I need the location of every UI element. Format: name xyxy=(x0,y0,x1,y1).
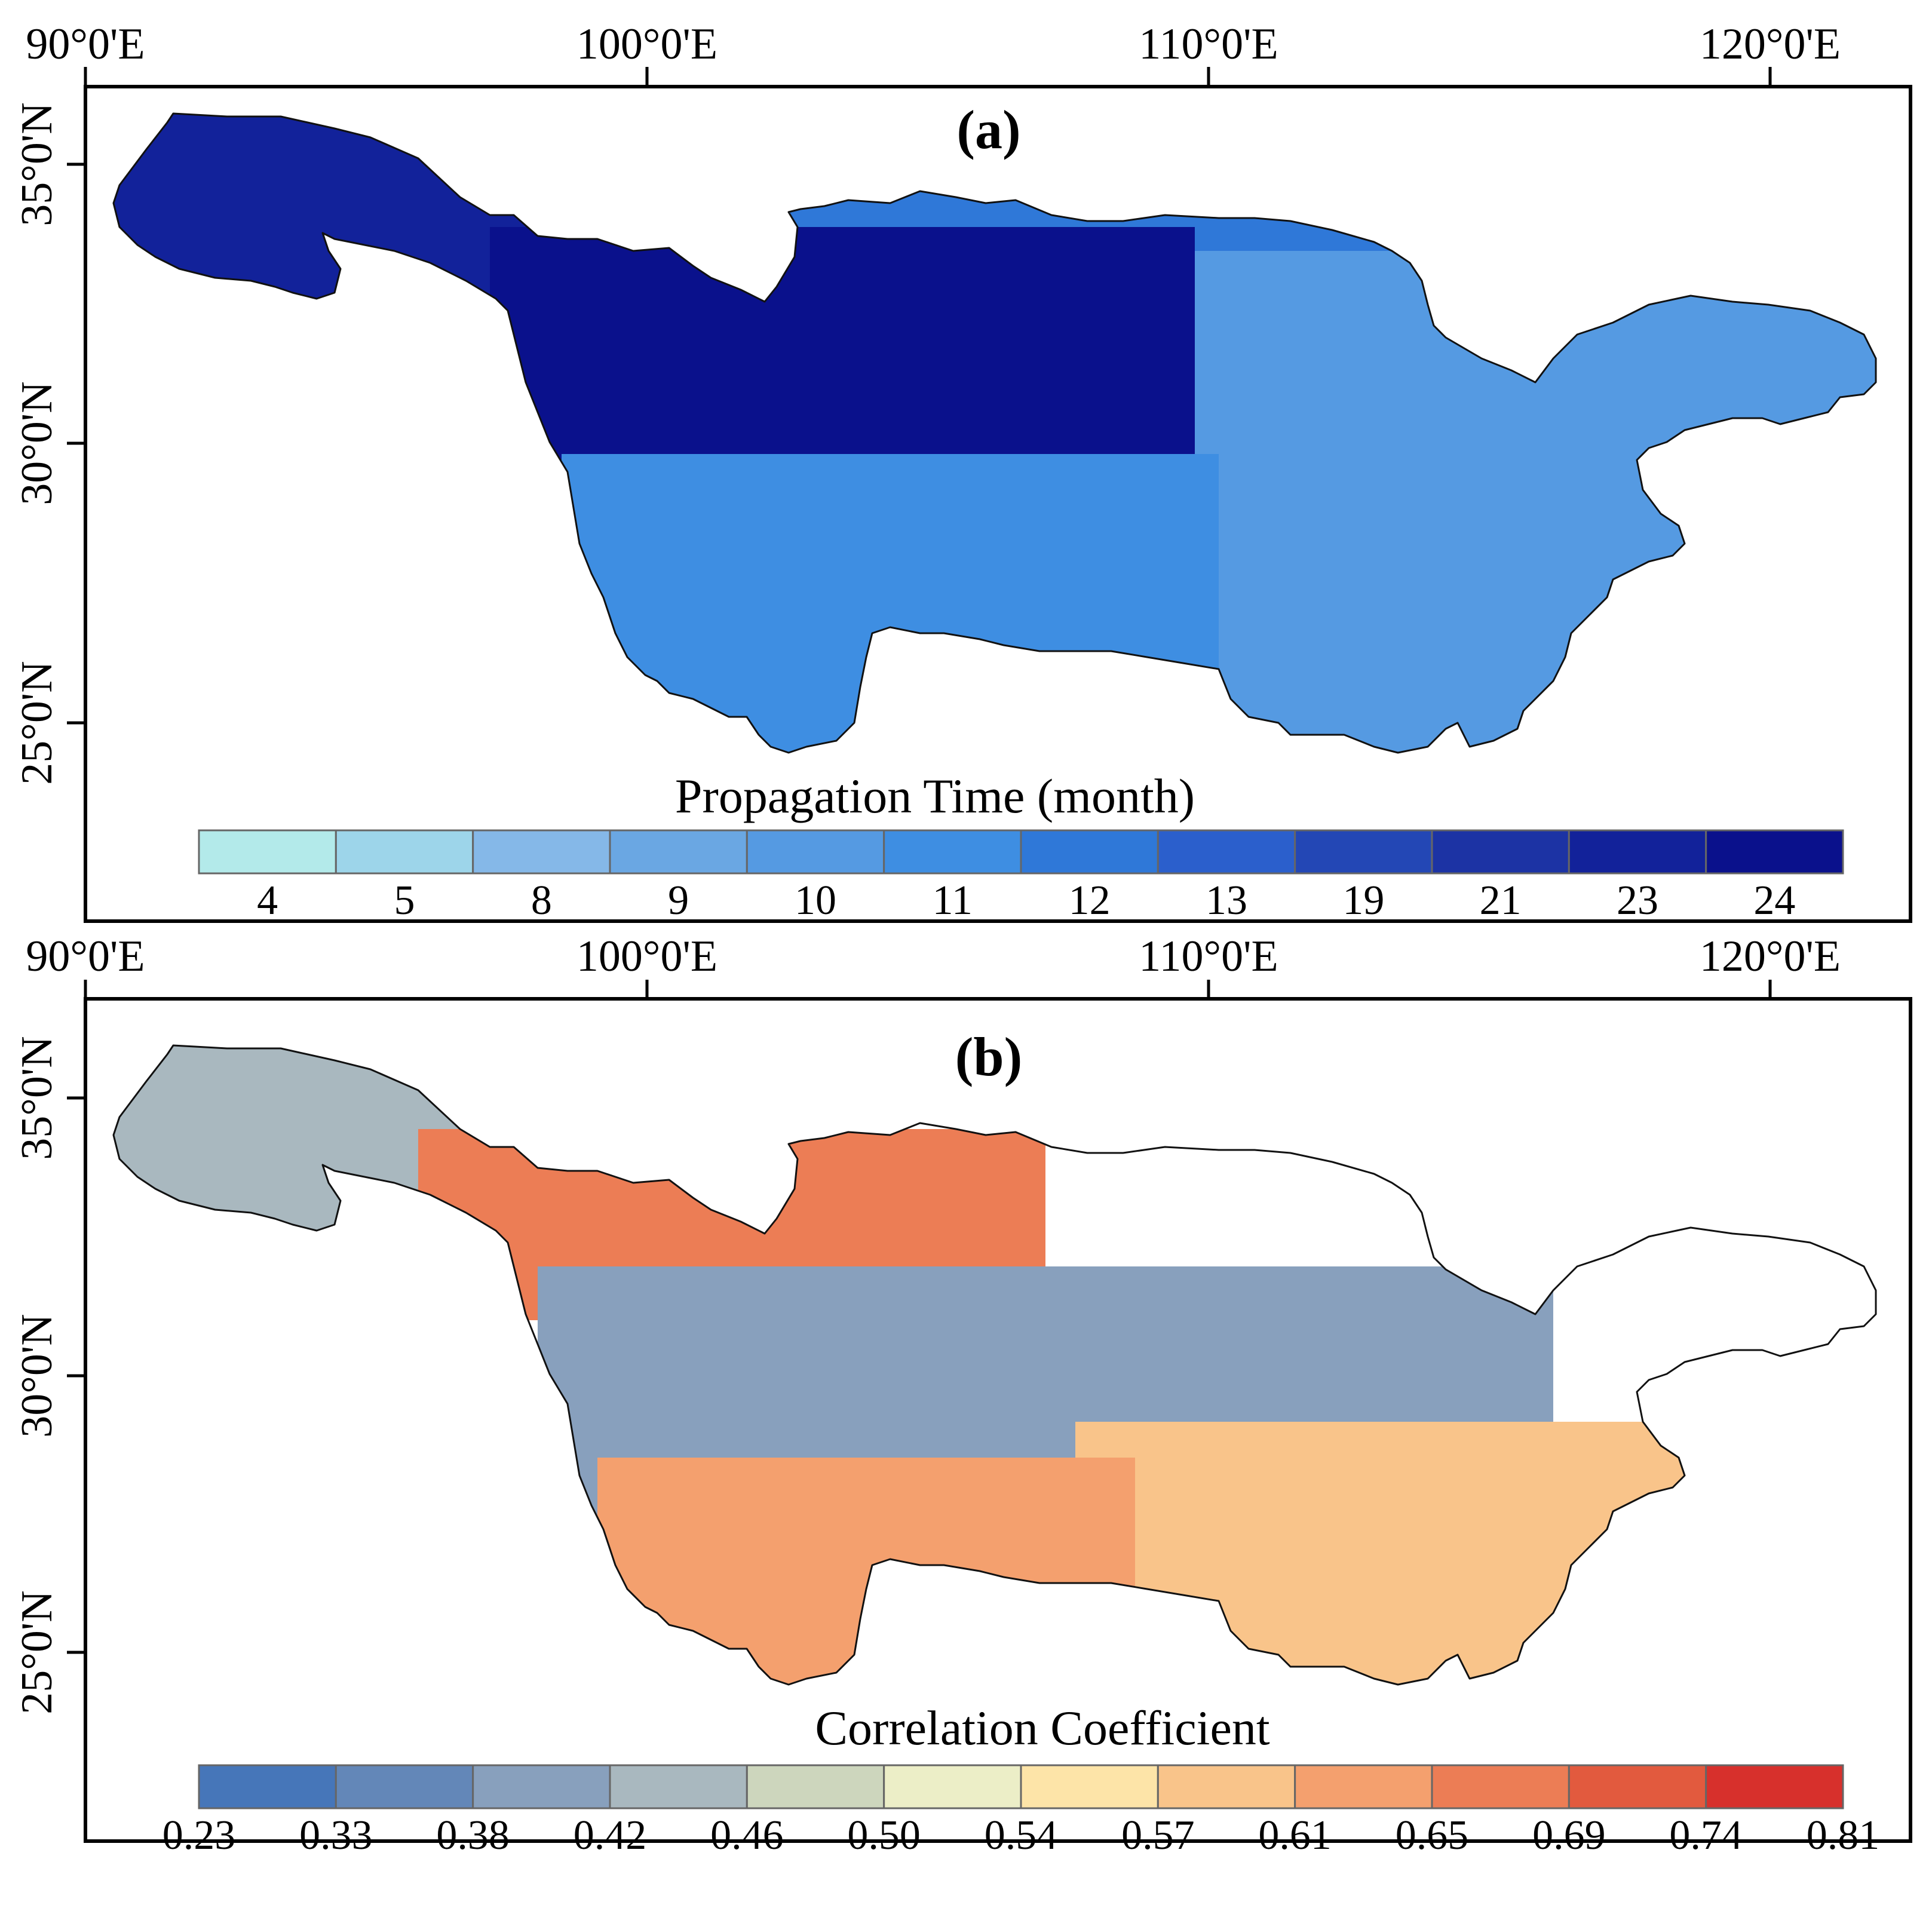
legend-swatch xyxy=(1294,1764,1433,1809)
legend-label: 4 xyxy=(257,878,278,924)
panel-a-class-west xyxy=(114,114,538,305)
panel-a-lon-label: 120°0'E xyxy=(1700,20,1841,69)
legend-label: 24 xyxy=(1753,878,1795,924)
legend-swatch xyxy=(883,1764,1022,1809)
legend-swatch xyxy=(472,829,611,875)
legend-label: 0.69 xyxy=(1532,1812,1606,1858)
legend-label: 0.57 xyxy=(1121,1812,1195,1858)
legend-label: 0.46 xyxy=(710,1812,784,1858)
legend-swatch xyxy=(883,829,1022,875)
legend-label: 19 xyxy=(1342,878,1384,924)
legend-swatch xyxy=(198,829,337,875)
panel-b-legend-title: Correlation Coefficient xyxy=(815,1701,1270,1755)
legend-label: 0.33 xyxy=(299,1812,373,1858)
panel-b-lon-label: 110°0'E xyxy=(1139,932,1278,981)
legend-label: 0.50 xyxy=(847,1812,921,1858)
panel-a: 90°0'E 100°0'E 110°0'E 120°0'E 35°0'N 30… xyxy=(13,20,1912,924)
panel-a-lat-label: 35°0'N xyxy=(13,102,62,226)
legend-swatch xyxy=(746,829,885,875)
legend-label: 11 xyxy=(933,878,973,924)
legend-swatch xyxy=(335,829,474,875)
panel-b-lat-label: 25°0'N xyxy=(13,1590,62,1714)
legend-label: 0.54 xyxy=(985,1812,1058,1858)
panel-a-class-south xyxy=(562,454,1219,753)
panel-b-class-south xyxy=(597,1458,1135,1685)
panel-a-lon-label: 110°0'E xyxy=(1139,20,1278,69)
legend-swatch xyxy=(1157,1764,1296,1809)
legend-swatch xyxy=(1568,1764,1707,1809)
panel-b-lon-label: 120°0'E xyxy=(1700,932,1841,981)
legend-swatch xyxy=(1431,1764,1570,1809)
panel-a-lat-label: 25°0'N xyxy=(13,661,62,784)
legend-swatch xyxy=(609,1764,748,1809)
panel-a-lon-label: 100°0'E xyxy=(576,20,717,69)
legend-swatch xyxy=(1157,829,1296,875)
legend-swatch xyxy=(1568,829,1707,875)
legend-swatch xyxy=(609,829,748,875)
legend-label: 13 xyxy=(1206,878,1247,924)
panel-b-legend: 0.23 0.33 0.38 0.42 0.46 0.50 0.54 0.57 0.61 0.65… xyxy=(162,1764,1880,1858)
legend-swatch xyxy=(746,1764,885,1809)
legend-label: 5 xyxy=(394,878,415,924)
panel-a-frame xyxy=(84,85,1912,923)
panel-b-lon-label: 90°0'E xyxy=(26,932,145,981)
legend-label: 0.81 xyxy=(1807,1812,1880,1858)
legend-swatch xyxy=(1294,829,1433,875)
legend-label: 10 xyxy=(795,878,836,924)
legend-swatch xyxy=(1705,1764,1844,1809)
legend-label: 23 xyxy=(1617,878,1658,924)
legend-swatch xyxy=(1705,829,1844,875)
panel-b: 90°0'E 100°0'E 110°0'E 120°0'E 35°0'N 30… xyxy=(13,932,1912,1858)
panel-b-lat-label: 35°0'N xyxy=(13,1036,62,1160)
panel-b-lon-ticks xyxy=(84,980,1772,999)
legend-label: 0.38 xyxy=(436,1812,510,1858)
panel-a-lat-label: 30°0'N xyxy=(13,381,62,505)
legend-label: 21 xyxy=(1480,878,1522,924)
legend-swatch xyxy=(1020,829,1159,875)
panel-b-class-east xyxy=(1075,1422,1876,1685)
legend-label: 12 xyxy=(1069,878,1111,924)
panel-b-lon-label: 100°0'E xyxy=(576,932,717,981)
panel-a-label: (a) xyxy=(956,99,1020,160)
panel-a-lon-ticks xyxy=(84,67,1772,87)
panel-b-label: (b) xyxy=(955,1026,1022,1087)
legend-swatch xyxy=(1020,1764,1159,1809)
panel-a-lat-ticks xyxy=(67,162,85,725)
legend-label: 0.65 xyxy=(1396,1812,1469,1858)
legend-swatch xyxy=(335,1764,474,1809)
panel-b-lat-ticks xyxy=(67,1096,85,1654)
legend-label: 0.42 xyxy=(574,1812,647,1858)
legend-swatch xyxy=(472,1764,611,1809)
panel-a-legend-title: Propagation Time (month) xyxy=(675,769,1195,823)
legend-label: 0.23 xyxy=(162,1812,236,1858)
legend-swatch xyxy=(198,1764,337,1809)
legend-label: 0.61 xyxy=(1258,1812,1332,1858)
panel-a-legend: 4 5 8 9 10 11 12 13 19 21 23 24 xyxy=(198,829,1844,924)
panel-b-frame xyxy=(84,997,1912,1843)
legend-label: 0.74 xyxy=(1669,1812,1743,1858)
legend-label: 9 xyxy=(668,878,689,924)
legend-swatch xyxy=(1431,829,1570,875)
panel-a-class-east xyxy=(1195,251,1876,753)
panel-b-lat-label: 30°0'N xyxy=(13,1314,62,1437)
legend-label: 8 xyxy=(531,878,552,924)
panel-a-lon-label: 90°0'E xyxy=(26,20,145,69)
